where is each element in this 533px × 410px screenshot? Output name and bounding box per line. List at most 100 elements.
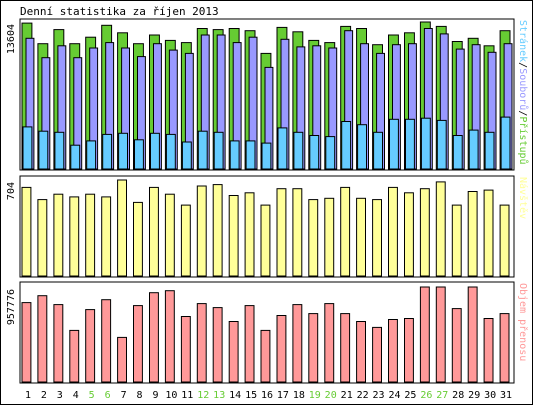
bar-traffic-Objem přenosu-day-31 [499, 313, 510, 383]
bar-hits-Stránek-day-30 [484, 131, 495, 170]
x-tick-label-day-22: 22 [357, 390, 369, 401]
bar-visits-Návštěv-day-22 [356, 197, 367, 277]
legend-entry: Objem přenosu [517, 283, 529, 361]
bar-traffic-Objem přenosu-day-18 [292, 304, 303, 383]
x-tick-label-day-10: 10 [165, 390, 177, 401]
legend-entry: Návštěv [517, 177, 529, 219]
bar-hits-Stránek-day-9 [150, 132, 160, 170]
x-tick-label-day-26: 26 [420, 390, 432, 401]
x-tick-label-day-15: 15 [245, 390, 257, 401]
bar-traffic-Objem přenosu-day-21 [340, 313, 351, 383]
bar-hits-Stránek-day-31 [500, 116, 511, 170]
bar-traffic-Objem přenosu-day-24 [388, 319, 398, 383]
bar-hits-Stránek-day-14 [229, 140, 240, 170]
x-tick-label-day-7: 7 [121, 390, 127, 401]
max-value-label-visits: 704 [6, 182, 17, 200]
bar-traffic-Objem přenosu-day-19 [308, 313, 319, 383]
x-tick-label-day-8: 8 [136, 390, 142, 401]
bar-hits-Stránek-day-20 [325, 136, 336, 170]
bar-visits-Návštěv-day-27 [435, 181, 446, 277]
bar-hits-Stránek-day-25 [405, 118, 415, 170]
bar-traffic-Objem přenosu-day-28 [451, 308, 462, 383]
bar-traffic-Objem přenosu-day-14 [228, 321, 239, 383]
bar-traffic-Objem přenosu-day-23 [372, 326, 383, 383]
x-tick-label-day-2: 2 [41, 390, 47, 401]
x-tick-label-day-29: 29 [468, 390, 480, 401]
bar-visits-Návštěv-day-11 [180, 204, 191, 277]
bar-traffic-Objem přenosu-day-1 [21, 302, 32, 383]
bar-hits-Stránek-day-29 [468, 129, 479, 170]
bar-hits-Stránek-day-15 [245, 140, 256, 170]
bar-hits-Stránek-day-2 [38, 130, 49, 170]
x-axis-labels: 1 2 3 4 5 6 7 8 9 10 11 12 13 14 15 16 17 18 19 20 21 22 23 24 2… [25, 390, 512, 401]
bar-traffic-Objem přenosu-day-29 [467, 286, 478, 383]
x-tick-label-day-18: 18 [293, 390, 305, 401]
bar-traffic-Objem přenosu-day-5 [85, 309, 96, 383]
bar-traffic-Objem přenosu-day-6 [101, 299, 112, 383]
x-tick-label-day-12: 12 [197, 390, 209, 401]
bar-traffic-Objem přenosu-day-12 [196, 303, 207, 383]
bar-hits-Stránek-day-11 [181, 141, 192, 170]
bar-hits-Stránek-day-22 [357, 124, 368, 170]
bar-traffic-Objem přenosu-day-17 [276, 315, 287, 383]
legend-hits: Stránek/Souborů/Přístupů [517, 20, 529, 165]
x-tick-label-day-30: 30 [484, 390, 496, 401]
bar-hits-Stránek-day-16 [261, 142, 272, 170]
bar-traffic-Objem přenosu-day-2 [37, 295, 48, 383]
bar-hits-Stránek-day-26 [420, 117, 431, 170]
chart-panels: 13604 Stránek/Souborů/Přístupů 704 Návštěv 9… [6, 18, 529, 384]
bar-visits-Návštěv-day-30 [483, 189, 494, 277]
bar-visits-Návštěv-day-18 [292, 188, 303, 277]
bar-hits-Stránek-day-12 [197, 130, 208, 170]
bar-hits-Stránek-day-5 [86, 140, 97, 170]
chart-title: Denní statistika za říjen 2013 [20, 5, 219, 18]
bar-traffic-Objem přenosu-day-22 [356, 321, 367, 383]
bar-visits-Návštěv-day-25 [404, 192, 414, 277]
x-tick-label-day-5: 5 [89, 390, 95, 401]
bar-visits-Návštěv-day-15 [244, 192, 255, 277]
bar-traffic-Objem přenosu-day-7 [117, 336, 127, 383]
bar-visits-Návštěv-day-10 [164, 193, 175, 277]
bar-hits-Stránek-day-1 [22, 126, 33, 170]
bar-hits-Stránek-day-3 [54, 131, 65, 170]
x-tick-label-day-4: 4 [73, 390, 79, 401]
bar-hits-Stránek-day-27 [436, 119, 447, 170]
bar-visits-Návštěv-day-8 [133, 201, 143, 277]
bar-traffic-Objem přenosu-day-4 [69, 329, 80, 383]
bar-hits-Stránek-day-23 [373, 131, 384, 170]
bar-visits-Návštěv-day-2 [37, 199, 48, 277]
panel-traffic: 957776 Objem přenosu [6, 281, 529, 384]
x-tick-label-day-6: 6 [105, 390, 111, 401]
bar-hits-Stránek-day-8 [134, 139, 144, 170]
bar-visits-Návštěv-day-4 [69, 196, 80, 277]
max-value-label-hits: 13604 [6, 24, 17, 54]
panel-hits: 13604 Stránek/Souborů/Přístupů [6, 18, 529, 171]
bar-hits-Stránek-day-17 [277, 127, 288, 170]
bar-traffic-Objem přenosu-day-26 [419, 286, 430, 383]
bar-visits-Návštěv-day-24 [388, 186, 398, 277]
x-tick-label-day-28: 28 [452, 390, 464, 401]
bar-hits-Stránek-day-10 [165, 133, 176, 170]
bar-traffic-Objem přenosu-day-20 [324, 303, 335, 383]
bar-hits-Stránek-day-21 [341, 121, 352, 170]
x-tick-label-day-24: 24 [388, 390, 400, 401]
legend-traffic: Objem přenosu [517, 283, 529, 361]
bar-traffic-Objem přenosu-day-16 [260, 329, 271, 383]
bar-traffic-Objem přenosu-day-8 [133, 305, 143, 383]
bar-visits-Návštěv-day-9 [149, 186, 159, 277]
bar-visits-Návštěv-day-16 [260, 204, 271, 277]
bar-visits-Návštěv-day-28 [451, 204, 462, 277]
x-tick-label-day-31: 31 [500, 390, 512, 401]
bar-traffic-Objem přenosu-day-15 [244, 305, 255, 383]
x-tick-label-day-21: 21 [341, 390, 353, 401]
bar-traffic-Objem přenosu-day-9 [149, 292, 159, 383]
bar-visits-Návštěv-day-31 [499, 204, 510, 277]
x-tick-label-day-20: 20 [325, 390, 337, 401]
bar-traffic-Objem přenosu-day-11 [180, 316, 191, 383]
legend-visits: Návštěv [517, 177, 529, 219]
x-tick-label-day-23: 23 [372, 390, 384, 401]
bar-hits-Stránek-day-6 [102, 133, 113, 170]
bar-hits-Stránek-day-7 [118, 132, 128, 170]
